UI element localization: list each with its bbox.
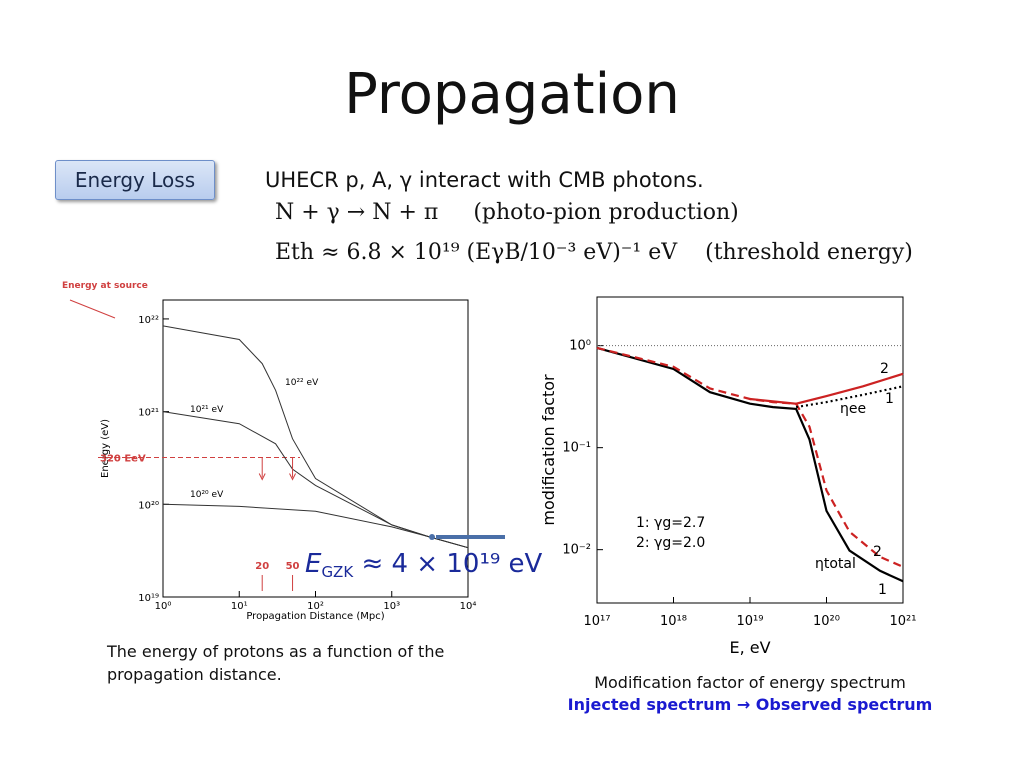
- x-tick-label: 10¹⁹: [737, 614, 764, 629]
- x-tick-label: 10⁰: [155, 601, 172, 612]
- y-tick-label: 10⁰: [569, 339, 591, 354]
- marker-label: 20: [255, 561, 269, 572]
- y-tick-label: 10²⁰: [138, 500, 159, 511]
- curve-label: 10²¹ eV: [190, 405, 224, 415]
- caption: Injected spectrum → Observed spectrum: [567, 695, 933, 714]
- intro-text: UHECR p, A, γ interact with CMB photons.: [265, 168, 704, 192]
- curve-label: ηee: [840, 401, 866, 417]
- y-tick-label: 10¹⁹: [138, 593, 159, 604]
- series-line: [162, 503, 469, 549]
- x-tick-label: 10¹⁷: [584, 614, 611, 629]
- section-tag: Energy Loss: [55, 160, 215, 200]
- series-line: [162, 325, 469, 549]
- curve-label: 1: [885, 391, 894, 407]
- x-axis-label: Propagation Distance (Mpc): [246, 611, 384, 622]
- gzk-formula: EGZK ≈ 4 × 10¹⁹ eV: [305, 549, 543, 581]
- y-tick-label: 10²¹: [138, 408, 159, 419]
- curve-label: ηtotal: [815, 556, 856, 572]
- x-tick-label: 10¹: [231, 601, 248, 612]
- series-line: [795, 385, 904, 409]
- y-tick-label: 10⁻¹: [562, 441, 591, 456]
- x-tick-label: 10⁴: [460, 601, 477, 612]
- x-tick-label: 10²⁰: [813, 614, 840, 629]
- legend-text: 2: γg=2.0: [636, 535, 705, 551]
- gzk-point: [429, 534, 435, 540]
- x-tick-label: 10³: [383, 601, 400, 612]
- caption: The energy of protons as a function of t…: [107, 642, 445, 684]
- series-line: [162, 411, 469, 549]
- source-arrow: [69, 299, 116, 319]
- curve-label: 2: [880, 361, 889, 377]
- y-axis-label: modification factor: [539, 374, 558, 526]
- curve-label: 10²² eV: [285, 378, 319, 388]
- x-tick-label: 10¹⁸: [660, 614, 687, 629]
- x-tick-label: 10²: [307, 601, 324, 612]
- slide-title: Propagation: [344, 62, 680, 127]
- gzk-rest: ≈ 4 × 10¹⁹ eV: [353, 549, 542, 579]
- series-line: [749, 372, 904, 405]
- y-tick-label: 10²²: [138, 315, 159, 326]
- y-tick-label: 10⁻²: [562, 543, 591, 558]
- curve-label: 1: [878, 582, 887, 598]
- y-axis-label: Energy (eV): [100, 419, 111, 478]
- source-label: Energy at source: [62, 281, 148, 291]
- x-axis-label: E, eV: [729, 638, 770, 657]
- curve-label: 2: [873, 544, 882, 560]
- arrow-head: [258, 473, 266, 481]
- gzk-symbol: E: [305, 549, 322, 579]
- series-line: [596, 346, 904, 583]
- curve-label: 10²⁰ eV: [190, 490, 224, 500]
- formula: Eth ≈ 6.8 × 10¹⁹ (EγB/10⁻³ eV)⁻¹ eV (thr…: [275, 240, 913, 265]
- reference-label: 320 EeV: [100, 453, 146, 464]
- legend-text: 1: γg=2.7: [636, 515, 705, 531]
- marker-label: 50: [286, 561, 300, 572]
- plot-frame: [596, 296, 904, 604]
- x-tick-label: 10²¹: [890, 614, 917, 629]
- caption: Modification factor of energy spectrum: [594, 673, 906, 692]
- gzk-sub: GZK: [321, 563, 354, 581]
- formula: N + γ → N + π (photo-pion production): [275, 200, 739, 225]
- series-line: [596, 346, 904, 568]
- arrow-head: [289, 473, 296, 481]
